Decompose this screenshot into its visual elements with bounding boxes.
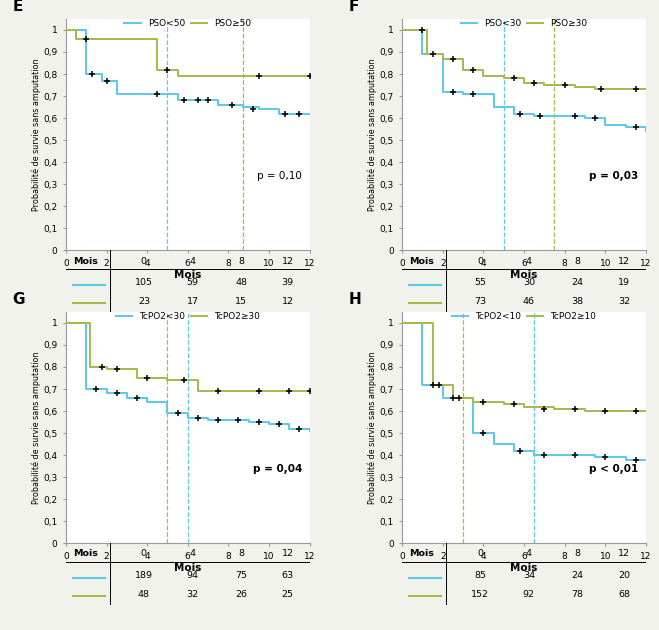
Text: Mois: Mois <box>73 256 98 265</box>
Text: 0: 0 <box>141 256 147 265</box>
X-axis label: Mois: Mois <box>174 563 202 573</box>
Text: 32: 32 <box>618 297 630 306</box>
Text: 12: 12 <box>618 256 630 265</box>
Text: 8: 8 <box>575 256 581 265</box>
Text: 17: 17 <box>186 297 198 306</box>
Text: 39: 39 <box>281 278 294 287</box>
Text: F: F <box>349 0 359 14</box>
Text: 0: 0 <box>477 549 483 558</box>
Text: 48: 48 <box>235 278 247 287</box>
Text: 24: 24 <box>571 571 584 580</box>
Text: p = 0,04: p = 0,04 <box>253 464 302 474</box>
Text: 85: 85 <box>474 571 486 580</box>
Text: 78: 78 <box>571 590 584 599</box>
Text: 0: 0 <box>477 256 483 265</box>
Text: 59: 59 <box>186 278 198 287</box>
Text: 38: 38 <box>571 297 584 306</box>
Text: 12: 12 <box>281 297 294 306</box>
Text: 8: 8 <box>239 256 244 265</box>
Text: 24: 24 <box>571 278 584 287</box>
Text: H: H <box>349 292 361 307</box>
Text: 4: 4 <box>526 549 532 558</box>
Text: 25: 25 <box>281 590 294 599</box>
Text: 55: 55 <box>474 278 486 287</box>
Text: 73: 73 <box>474 297 486 306</box>
Text: 20: 20 <box>618 571 630 580</box>
Text: 46: 46 <box>523 297 535 306</box>
Text: 63: 63 <box>281 571 294 580</box>
Text: 12: 12 <box>281 549 294 558</box>
Text: 34: 34 <box>523 571 535 580</box>
Legend: PSO<30, PSO≥30: PSO<30, PSO≥30 <box>461 19 587 28</box>
Text: Mois: Mois <box>73 549 98 558</box>
Text: 15: 15 <box>235 297 247 306</box>
Text: 4: 4 <box>190 256 196 265</box>
Text: 8: 8 <box>575 549 581 558</box>
Text: 189: 189 <box>135 571 153 580</box>
Text: 68: 68 <box>618 590 630 599</box>
Text: 30: 30 <box>523 278 535 287</box>
Text: p < 0,01: p < 0,01 <box>589 464 639 474</box>
Text: 4: 4 <box>190 549 196 558</box>
Text: 12: 12 <box>281 256 294 265</box>
Text: 0: 0 <box>141 549 147 558</box>
Y-axis label: Probabilité de survie sans amputation: Probabilité de survie sans amputation <box>367 352 377 504</box>
Text: 23: 23 <box>138 297 150 306</box>
Text: p = 0,10: p = 0,10 <box>258 171 302 181</box>
Y-axis label: Probabilité de survie sans amputation: Probabilité de survie sans amputation <box>367 59 377 211</box>
Text: E: E <box>13 0 22 14</box>
Text: 94: 94 <box>186 571 198 580</box>
X-axis label: Mois: Mois <box>174 270 202 280</box>
Y-axis label: Probabilité de survie sans amputation: Probabilité de survie sans amputation <box>31 59 41 211</box>
Text: p = 0,03: p = 0,03 <box>589 171 639 181</box>
Legend: TcPO2<10, TcPO2≥10: TcPO2<10, TcPO2≥10 <box>452 312 596 321</box>
Text: 19: 19 <box>618 278 630 287</box>
Y-axis label: Probabilité de survie sans amputation: Probabilité de survie sans amputation <box>31 352 41 504</box>
Text: 26: 26 <box>235 590 247 599</box>
Text: G: G <box>13 292 25 307</box>
Text: 75: 75 <box>235 571 247 580</box>
Legend: PSO<50, PSO≥50: PSO<50, PSO≥50 <box>125 19 251 28</box>
Text: Mois: Mois <box>409 549 434 558</box>
Text: 152: 152 <box>471 590 489 599</box>
Text: 92: 92 <box>523 590 535 599</box>
X-axis label: Mois: Mois <box>510 563 538 573</box>
Text: 4: 4 <box>526 256 532 265</box>
Text: 32: 32 <box>186 590 198 599</box>
X-axis label: Mois: Mois <box>510 270 538 280</box>
Text: 12: 12 <box>618 549 630 558</box>
Text: 105: 105 <box>135 278 153 287</box>
Legend: TcPO2<30, TcPO2≥30: TcPO2<30, TcPO2≥30 <box>115 312 260 321</box>
Text: 48: 48 <box>138 590 150 599</box>
Text: 8: 8 <box>239 549 244 558</box>
Text: Mois: Mois <box>409 256 434 265</box>
